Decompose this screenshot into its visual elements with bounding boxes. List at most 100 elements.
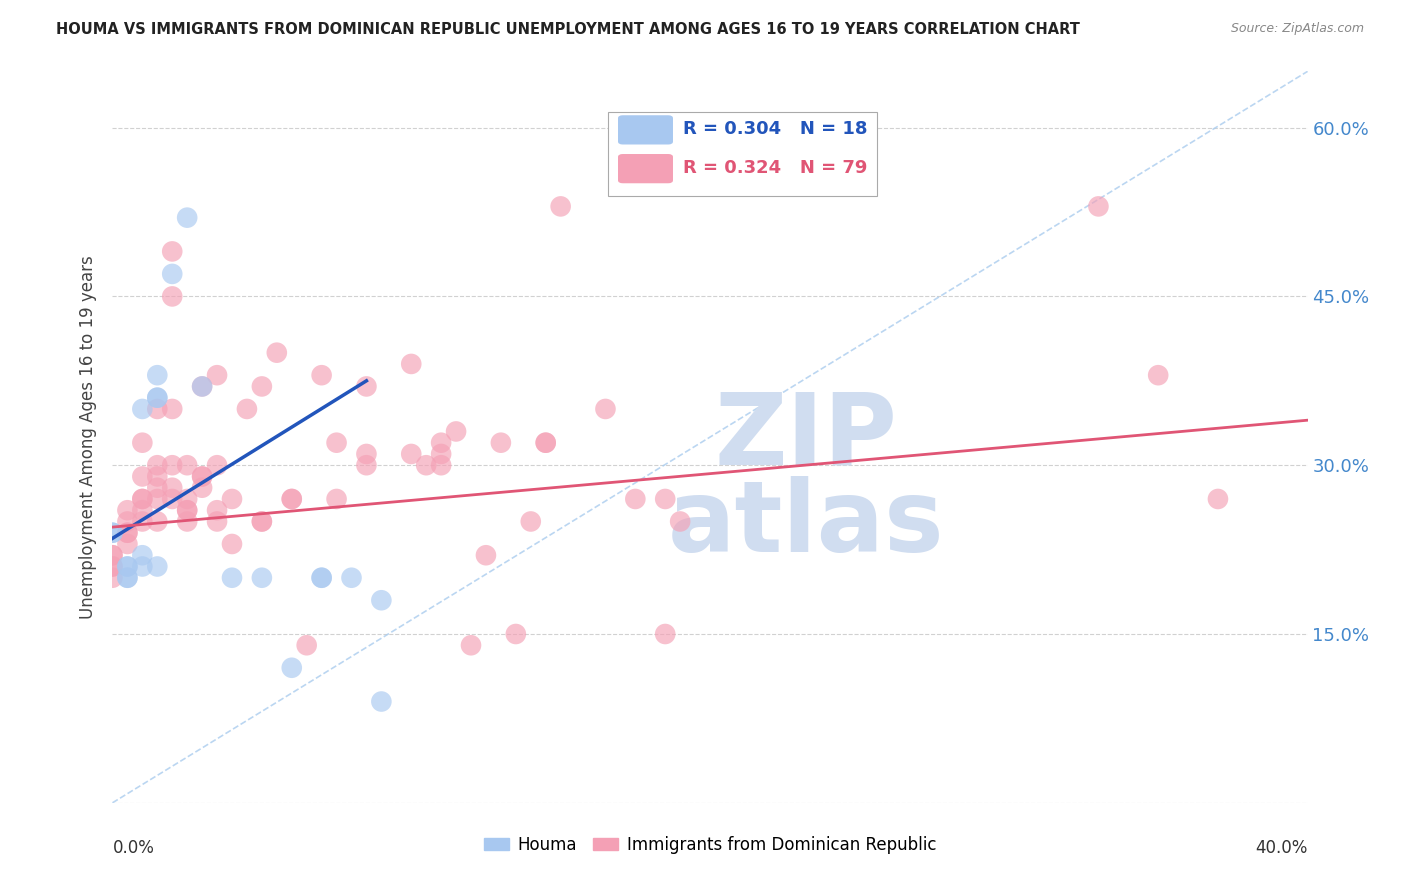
Point — [176, 211, 198, 225]
Point — [162, 244, 183, 259]
Point — [340, 571, 363, 585]
Point — [654, 627, 676, 641]
Point — [117, 559, 139, 574]
Point — [370, 694, 392, 708]
Point — [311, 571, 333, 585]
Point — [191, 379, 214, 393]
Point — [131, 469, 153, 483]
Point — [356, 458, 378, 473]
Point — [131, 503, 153, 517]
Point — [401, 357, 423, 371]
Legend: Houma, Immigrants from Dominican Republic: Houma, Immigrants from Dominican Republi… — [477, 829, 943, 860]
Point — [146, 491, 169, 506]
Point — [281, 491, 304, 506]
Point — [534, 435, 557, 450]
Point — [325, 491, 347, 506]
Point — [281, 661, 304, 675]
Point — [191, 469, 214, 483]
Text: R = 0.304   N = 18: R = 0.304 N = 18 — [682, 120, 868, 138]
Point — [146, 401, 169, 416]
Point — [162, 458, 183, 473]
Point — [146, 368, 169, 383]
Point — [370, 593, 392, 607]
Point — [430, 458, 453, 473]
Point — [162, 401, 183, 416]
Point — [356, 379, 378, 393]
Point — [117, 525, 139, 540]
Point — [534, 435, 557, 450]
Point — [325, 435, 347, 450]
Point — [250, 379, 273, 393]
Point — [205, 458, 228, 473]
Point — [117, 525, 139, 540]
Point — [595, 401, 617, 416]
Point — [266, 345, 288, 359]
Point — [205, 503, 228, 517]
Point — [146, 481, 169, 495]
Y-axis label: Unemployment Among Ages 16 to 19 years: Unemployment Among Ages 16 to 19 years — [79, 255, 97, 619]
Text: R = 0.324   N = 79: R = 0.324 N = 79 — [682, 159, 868, 177]
Point — [205, 368, 228, 383]
Point — [669, 515, 692, 529]
Point — [117, 571, 139, 585]
Point — [176, 503, 198, 517]
Text: 40.0%: 40.0% — [1256, 839, 1308, 857]
Point — [191, 469, 214, 483]
Point — [505, 627, 527, 641]
Point — [101, 548, 124, 562]
Point — [430, 447, 453, 461]
Point — [250, 571, 273, 585]
Point — [131, 435, 153, 450]
Text: ZIP: ZIP — [714, 389, 897, 485]
Point — [101, 571, 124, 585]
Point — [117, 537, 139, 551]
Point — [550, 199, 572, 213]
Point — [1147, 368, 1170, 383]
Point — [489, 435, 512, 450]
FancyBboxPatch shape — [609, 112, 877, 195]
Point — [520, 515, 543, 529]
Point — [250, 515, 273, 529]
Point — [101, 548, 124, 562]
Point — [117, 559, 139, 574]
Point — [191, 379, 214, 393]
Point — [117, 571, 139, 585]
Point — [415, 458, 437, 473]
Point — [295, 638, 318, 652]
Point — [146, 391, 169, 405]
Point — [221, 571, 243, 585]
Point — [131, 491, 153, 506]
Point — [176, 503, 198, 517]
Point — [131, 401, 153, 416]
Point — [191, 481, 214, 495]
Point — [101, 559, 124, 574]
FancyBboxPatch shape — [619, 154, 673, 183]
Point — [176, 515, 198, 529]
Text: 0.0%: 0.0% — [112, 839, 155, 857]
Point — [1087, 199, 1109, 213]
Point — [475, 548, 498, 562]
FancyBboxPatch shape — [619, 115, 673, 145]
Point — [311, 571, 333, 585]
Text: HOUMA VS IMMIGRANTS FROM DOMINICAN REPUBLIC UNEMPLOYMENT AMONG AGES 16 TO 19 YEA: HOUMA VS IMMIGRANTS FROM DOMINICAN REPUB… — [56, 22, 1080, 37]
Point — [444, 425, 467, 439]
Point — [176, 491, 198, 506]
Point — [221, 537, 243, 551]
Point — [162, 267, 183, 281]
Point — [162, 289, 183, 303]
Point — [131, 559, 153, 574]
Point — [131, 491, 153, 506]
Point — [281, 491, 304, 506]
Point — [624, 491, 647, 506]
Point — [101, 525, 124, 540]
Point — [146, 559, 169, 574]
Point — [236, 401, 259, 416]
Point — [162, 491, 183, 506]
Point — [205, 515, 228, 529]
Point — [654, 491, 676, 506]
Point — [146, 458, 169, 473]
Point — [460, 638, 482, 652]
Point — [250, 515, 273, 529]
Point — [131, 548, 153, 562]
Point — [146, 391, 169, 405]
